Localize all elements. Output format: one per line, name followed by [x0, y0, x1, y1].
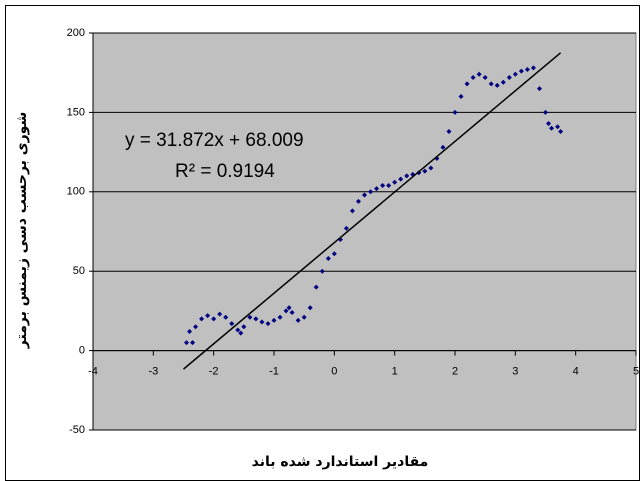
data-point	[349, 208, 355, 214]
x-tick-label: 0	[331, 366, 337, 378]
data-point	[464, 81, 470, 87]
data-point	[259, 319, 265, 325]
data-point	[506, 74, 512, 80]
data-point	[524, 67, 530, 73]
data-point	[404, 173, 410, 179]
trendline	[183, 52, 562, 370]
x-tick-label: -1	[269, 366, 279, 378]
data-point	[368, 189, 374, 195]
data-point	[362, 192, 367, 198]
y-tick-label: -50	[69, 424, 85, 436]
data-point	[277, 314, 283, 320]
data-point	[512, 71, 518, 77]
y-tick-label: 100	[67, 186, 85, 198]
data-point	[494, 82, 500, 88]
data-point	[558, 128, 564, 134]
data-point	[518, 68, 524, 74]
data-point	[193, 324, 199, 330]
equation: y = 31.872x + 68.009	[125, 130, 304, 151]
data-point	[392, 179, 398, 185]
data-point	[500, 79, 506, 85]
r-squared: R² = 0.9194	[175, 161, 275, 182]
data-point	[301, 314, 307, 320]
data-point	[187, 329, 193, 335]
data-point	[549, 125, 555, 131]
x-axis-title: مقادیر استاندارد شده باند	[252, 454, 429, 470]
x-tick-label: 4	[573, 366, 579, 378]
x-tick-label: -3	[148, 366, 158, 378]
y-axis-title: شوری برحسب دسی زیمنس برمتر	[14, 112, 30, 349]
data-point	[380, 182, 386, 188]
data-point	[440, 144, 446, 150]
data-point	[488, 81, 494, 87]
x-tick-label: 2	[452, 366, 458, 378]
data-point	[398, 176, 404, 182]
data-point	[386, 182, 392, 188]
data-point	[319, 268, 325, 274]
data-point	[428, 165, 434, 171]
data-point	[253, 316, 259, 322]
data-point	[343, 225, 349, 231]
data-point	[211, 316, 217, 322]
data-point	[331, 251, 337, 257]
data-point	[543, 109, 548, 115]
data-point	[238, 330, 244, 336]
y-tick-label: 0	[79, 345, 85, 357]
data-point	[482, 74, 488, 80]
data-point	[205, 313, 211, 319]
y-tick-label: 200	[67, 27, 85, 39]
data-point	[452, 109, 458, 115]
data-point	[235, 327, 241, 333]
data-point	[289, 309, 295, 315]
data-point	[229, 321, 235, 327]
data-point	[241, 324, 247, 330]
data-point	[307, 305, 313, 311]
x-tick-label: 5	[633, 366, 639, 378]
data-point	[313, 284, 319, 290]
data-point	[295, 317, 301, 323]
plot-background	[92, 32, 637, 431]
data-point	[283, 308, 289, 314]
y-tick-label: 150	[67, 106, 85, 118]
data-point	[446, 128, 452, 134]
y-tick-label: 50	[73, 265, 85, 277]
data-point	[536, 86, 542, 92]
data-point	[199, 316, 205, 322]
data-point	[476, 71, 482, 77]
data-point	[374, 186, 380, 192]
x-tick-label: 1	[392, 366, 398, 378]
data-point	[555, 124, 561, 130]
data-point	[271, 317, 277, 323]
data-point	[286, 305, 292, 311]
data-point	[265, 321, 271, 327]
data-point	[530, 65, 536, 71]
data-point	[325, 255, 331, 261]
data-point	[546, 121, 552, 127]
data-point	[223, 314, 229, 320]
data-point	[217, 311, 223, 317]
data-point	[184, 340, 190, 346]
x-tick-label: -2	[209, 366, 219, 378]
x-tick-label: 3	[512, 366, 518, 378]
data-point	[355, 198, 361, 204]
data-point	[190, 340, 196, 346]
data-point	[247, 314, 253, 320]
data-point	[458, 94, 464, 100]
data-point	[470, 74, 476, 80]
data-point	[422, 168, 428, 174]
x-tick-label: -4	[88, 366, 98, 378]
